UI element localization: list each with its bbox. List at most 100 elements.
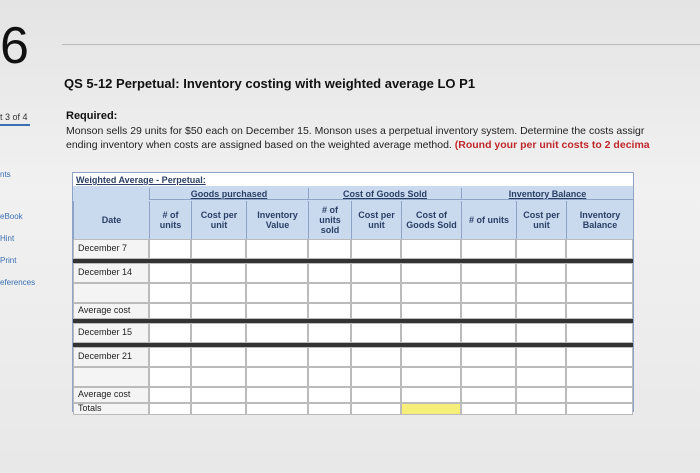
input-cell xyxy=(191,239,246,259)
required-text: ending inventory when costs are assigned… xyxy=(66,139,700,151)
inventory-table: Weighted Average - Perpetual: Goods purc… xyxy=(72,172,634,415)
input-cell xyxy=(461,323,516,343)
round-note: (Round your per unit costs to 2 decima xyxy=(454,139,650,151)
input-cell xyxy=(516,303,566,319)
row-separator xyxy=(73,319,633,323)
input-cell xyxy=(191,367,246,387)
input-cell xyxy=(566,387,633,403)
input-cell xyxy=(246,347,308,367)
date-cell xyxy=(73,347,149,367)
input-cell xyxy=(401,387,461,403)
input-cell xyxy=(516,263,566,283)
input-cell xyxy=(246,403,308,415)
input-cell xyxy=(191,387,246,403)
sidebar-link: Print xyxy=(0,256,17,265)
divider xyxy=(62,44,700,45)
input-cell xyxy=(461,263,516,283)
column-header: Cost per unit xyxy=(351,201,401,239)
date-cell xyxy=(73,403,149,415)
column-header: # of units sold xyxy=(308,201,351,239)
group-header: Inventory Balance xyxy=(461,188,633,200)
input-cell xyxy=(401,403,461,415)
header-bg xyxy=(73,186,633,239)
row-separator xyxy=(73,259,633,263)
input-cell xyxy=(149,347,191,367)
input-cell xyxy=(246,263,308,283)
input-cell xyxy=(401,367,461,387)
input-cell xyxy=(308,263,351,283)
input-cell xyxy=(351,323,401,343)
column-header: Cost of Goods Sold xyxy=(401,201,461,239)
input-cell xyxy=(351,303,401,319)
input-cell xyxy=(566,403,633,415)
input-cell xyxy=(191,303,246,319)
question-title: QS 5-12 Perpetual: Inventory costing wit… xyxy=(64,76,476,91)
input-cell xyxy=(191,323,246,343)
progress-bar xyxy=(0,124,30,126)
column-header: Inventory Balance xyxy=(566,201,633,239)
column-header: Cost per unit xyxy=(191,201,246,239)
input-cell xyxy=(149,403,191,415)
row-label: December 7 xyxy=(78,243,128,253)
input-cell xyxy=(246,303,308,319)
date-cell xyxy=(73,367,149,387)
input-cell xyxy=(566,347,633,367)
date-cell xyxy=(73,263,149,283)
input-cell xyxy=(308,239,351,259)
input-cell xyxy=(149,367,191,387)
input-cell xyxy=(401,263,461,283)
input-cell xyxy=(351,387,401,403)
input-cell xyxy=(566,303,633,319)
input-cell xyxy=(516,283,566,303)
input-cell xyxy=(308,367,351,387)
sidebar-link: eferences xyxy=(0,278,36,287)
row-separator xyxy=(73,343,633,347)
input-cell xyxy=(246,323,308,343)
input-cell xyxy=(401,283,461,303)
input-cell xyxy=(461,303,516,319)
input-cell xyxy=(308,323,351,343)
row-label: December 21 xyxy=(78,351,133,361)
date-cell xyxy=(73,323,149,343)
row-label: Average cost xyxy=(78,389,131,399)
row-label: December 15 xyxy=(78,327,133,337)
input-cell xyxy=(308,347,351,367)
input-cell xyxy=(516,347,566,367)
row-label: December 14 xyxy=(78,267,133,277)
input-cell xyxy=(461,367,516,387)
input-cell xyxy=(516,367,566,387)
input-cell xyxy=(149,263,191,283)
input-cell xyxy=(516,239,566,259)
input-cell xyxy=(149,283,191,303)
date-cell xyxy=(73,239,149,259)
input-cell xyxy=(308,303,351,319)
input-cell xyxy=(351,239,401,259)
input-cell xyxy=(351,367,401,387)
input-cell xyxy=(461,283,516,303)
required-heading: Required: xyxy=(66,110,118,122)
row-label: Totals xyxy=(78,403,102,413)
input-cell xyxy=(401,303,461,319)
input-cell xyxy=(566,323,633,343)
input-cell xyxy=(461,239,516,259)
input-cell xyxy=(191,283,246,303)
input-cell xyxy=(308,403,351,415)
input-cell xyxy=(351,403,401,415)
input-cell xyxy=(149,323,191,343)
input-cell xyxy=(566,283,633,303)
group-header: Goods purchased xyxy=(149,188,308,200)
input-cell xyxy=(566,239,633,259)
input-cell xyxy=(566,263,633,283)
input-cell xyxy=(191,263,246,283)
column-header: # of units xyxy=(461,201,516,239)
date-cell xyxy=(73,387,149,403)
input-cell xyxy=(246,239,308,259)
required-text: Monson sells 29 units for $50 each on De… xyxy=(66,125,645,137)
input-cell xyxy=(516,323,566,343)
input-cell xyxy=(351,263,401,283)
sidebar-link: Hint xyxy=(0,234,15,243)
input-cell xyxy=(351,283,401,303)
date-cell xyxy=(73,283,149,303)
sidebar-link: eBook xyxy=(0,212,23,221)
